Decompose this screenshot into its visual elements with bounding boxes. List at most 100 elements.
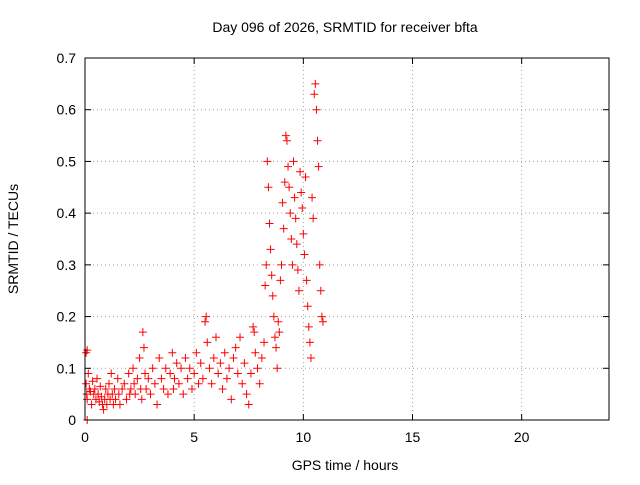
data-point bbox=[294, 286, 303, 295]
data-point bbox=[93, 374, 102, 383]
data-point bbox=[270, 333, 279, 342]
data-point bbox=[172, 359, 181, 368]
data-point bbox=[201, 317, 210, 326]
data-point bbox=[155, 353, 164, 362]
data-point bbox=[168, 348, 177, 357]
data-point bbox=[284, 162, 293, 171]
x-tick-label: 15 bbox=[405, 429, 421, 445]
y-tick-label: 0.6 bbox=[57, 102, 77, 118]
data-point bbox=[114, 390, 123, 399]
data-point bbox=[292, 240, 301, 249]
data-point bbox=[314, 162, 323, 171]
data-point bbox=[273, 364, 282, 373]
data-point bbox=[120, 379, 129, 388]
chart-title: Day 096 of 2026, SRMTID for receiver bft… bbox=[212, 19, 478, 35]
data-point bbox=[275, 328, 284, 337]
data-point bbox=[310, 90, 319, 99]
x-tick-label: 0 bbox=[81, 429, 89, 445]
data-point bbox=[124, 369, 133, 378]
data-point bbox=[141, 369, 150, 378]
data-point bbox=[274, 317, 283, 326]
data-point bbox=[236, 333, 245, 342]
data-point bbox=[298, 203, 307, 212]
data-point bbox=[268, 291, 277, 300]
data-point bbox=[309, 214, 318, 223]
data-point bbox=[276, 276, 285, 285]
data-point bbox=[194, 379, 203, 388]
data-point bbox=[225, 364, 234, 373]
data-point bbox=[83, 395, 92, 404]
y-tick-label: 0.1 bbox=[57, 360, 77, 376]
data-point bbox=[222, 374, 231, 383]
data-point bbox=[90, 384, 99, 393]
data-point bbox=[107, 369, 116, 378]
data-point bbox=[238, 379, 247, 388]
data-point bbox=[110, 384, 119, 393]
data-point bbox=[190, 369, 199, 378]
data-point bbox=[265, 219, 274, 228]
data-point bbox=[308, 193, 317, 202]
data-point bbox=[169, 384, 178, 393]
data-point bbox=[142, 384, 151, 393]
axis-ticks bbox=[84, 57, 609, 421]
data-point bbox=[212, 333, 220, 342]
data-point bbox=[126, 384, 135, 393]
data-point bbox=[115, 400, 124, 409]
data-point bbox=[131, 390, 140, 399]
x-axis-label: GPS time / hours bbox=[292, 457, 399, 473]
data-point bbox=[99, 405, 108, 414]
y-tick-label: 0.3 bbox=[57, 257, 77, 273]
data-point bbox=[280, 178, 289, 187]
data-point bbox=[227, 395, 236, 404]
data-point bbox=[318, 317, 327, 326]
data-point bbox=[196, 359, 205, 368]
data-point bbox=[113, 374, 122, 383]
data-point bbox=[316, 286, 325, 295]
data-point bbox=[88, 377, 97, 386]
data-point bbox=[261, 281, 270, 290]
data-point bbox=[101, 384, 110, 393]
data-point bbox=[203, 338, 212, 347]
data-point bbox=[122, 395, 131, 404]
data-point bbox=[305, 338, 314, 347]
y-tick-label: 0.2 bbox=[57, 309, 77, 325]
data-point bbox=[306, 353, 315, 362]
data-point bbox=[272, 343, 281, 352]
data-point bbox=[207, 379, 216, 388]
data-point bbox=[218, 384, 227, 393]
data-point bbox=[87, 400, 96, 409]
data-point bbox=[231, 343, 240, 352]
data-point bbox=[279, 224, 288, 233]
data-point bbox=[315, 260, 324, 269]
data-point bbox=[150, 379, 159, 388]
data-point bbox=[179, 390, 188, 399]
x-tick-labels: 0 5 10 15 20 bbox=[81, 429, 530, 445]
data-point bbox=[148, 364, 157, 373]
data-point bbox=[96, 382, 105, 391]
data-point bbox=[296, 167, 305, 176]
data-point bbox=[288, 260, 297, 269]
y-tick-label: 0.5 bbox=[57, 153, 77, 169]
data-point bbox=[251, 348, 260, 357]
data-point bbox=[285, 183, 294, 192]
data-point bbox=[289, 157, 298, 166]
data-point bbox=[317, 312, 326, 321]
data-point bbox=[260, 338, 269, 347]
data-point bbox=[192, 348, 201, 357]
data-point bbox=[153, 400, 162, 409]
data-point bbox=[181, 353, 190, 362]
data-point bbox=[301, 172, 310, 181]
data-point bbox=[157, 374, 166, 383]
data-point bbox=[138, 328, 147, 337]
data-point bbox=[161, 364, 170, 373]
data-point bbox=[233, 369, 242, 378]
data-point bbox=[267, 271, 276, 280]
data-point bbox=[304, 322, 313, 331]
data-point bbox=[209, 353, 218, 362]
data-point bbox=[118, 384, 127, 393]
data-point bbox=[290, 193, 299, 202]
x-tick-label: 10 bbox=[296, 429, 312, 445]
plot-frame bbox=[84, 57, 610, 421]
data-point bbox=[281, 131, 290, 140]
